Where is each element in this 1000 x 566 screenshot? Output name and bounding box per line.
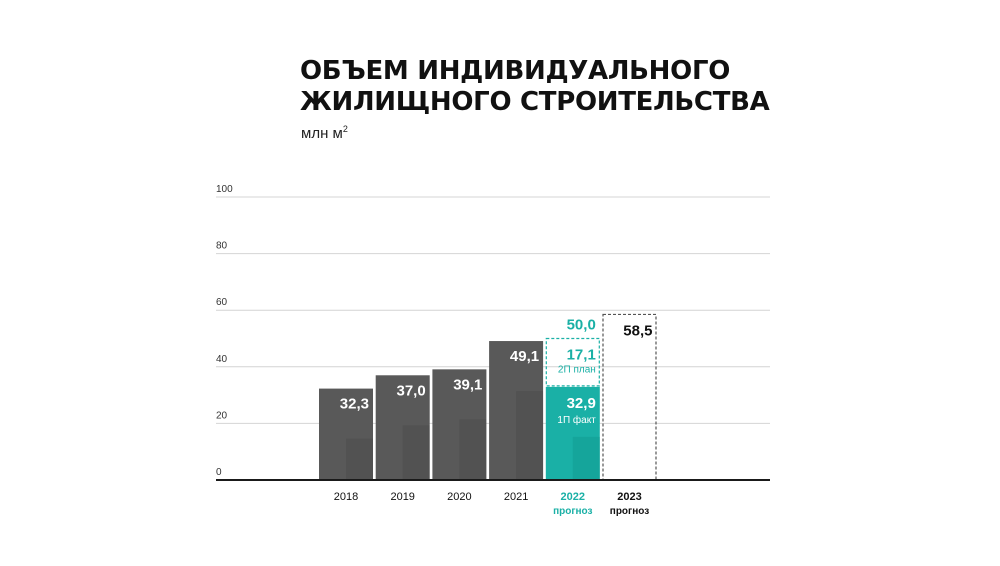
segment-note-label: 1П факт <box>557 414 596 426</box>
bar-value-label: 37,0 <box>396 382 425 399</box>
y-tick-label: 0 <box>216 467 222 478</box>
segment-note-label: 2П план <box>558 365 596 376</box>
bar <box>432 369 487 480</box>
x-tick-label: 2021 <box>504 491 528 503</box>
bar <box>375 375 430 480</box>
bar-shade <box>346 438 373 480</box>
segment-value-label: 17,1 <box>567 347 596 364</box>
bar-shade <box>459 419 487 480</box>
bar-value-label: 39,1 <box>453 376 482 393</box>
y-tick-label: 100 <box>216 184 233 195</box>
unit-text: млн м <box>301 125 343 142</box>
bar-segment-plan <box>545 337 600 387</box>
unit-superscript: 2 <box>342 124 348 134</box>
bar <box>489 341 544 480</box>
x-tick-label: 2019 <box>390 491 414 503</box>
x-tick-label: 2022 <box>561 491 585 503</box>
x-tick-label: 2020 <box>447 491 471 503</box>
bar-segment-shade <box>572 436 600 480</box>
x-tick-label: 2018 <box>334 491 358 503</box>
segment-value-label: 32,9 <box>567 395 596 412</box>
bar-shade <box>516 391 544 480</box>
bar-shade <box>402 425 430 480</box>
x-tick-sublabel: прогноз <box>553 506 592 517</box>
bar <box>319 388 373 480</box>
x-tick-label: 2023 <box>617 491 641 503</box>
y-tick-label: 20 <box>216 410 228 421</box>
bar-value-label: 49,1 <box>510 348 539 365</box>
bar-total-label: 50,0 <box>567 317 596 334</box>
y-tick-label: 80 <box>216 241 228 252</box>
bar-value-label: 58,5 <box>623 322 652 339</box>
unit-label: млн м2 <box>301 124 348 142</box>
chart-title: ОБЪЕМ ИНДИВИДУАЛЬНОГО ЖИЛИЩНОГО СТРОИТЕЛ… <box>300 56 770 117</box>
x-tick-sublabel: прогноз <box>610 506 649 517</box>
y-tick-label: 40 <box>216 354 228 365</box>
bar-value-label: 32,3 <box>340 396 369 413</box>
y-tick-label: 60 <box>216 297 228 308</box>
